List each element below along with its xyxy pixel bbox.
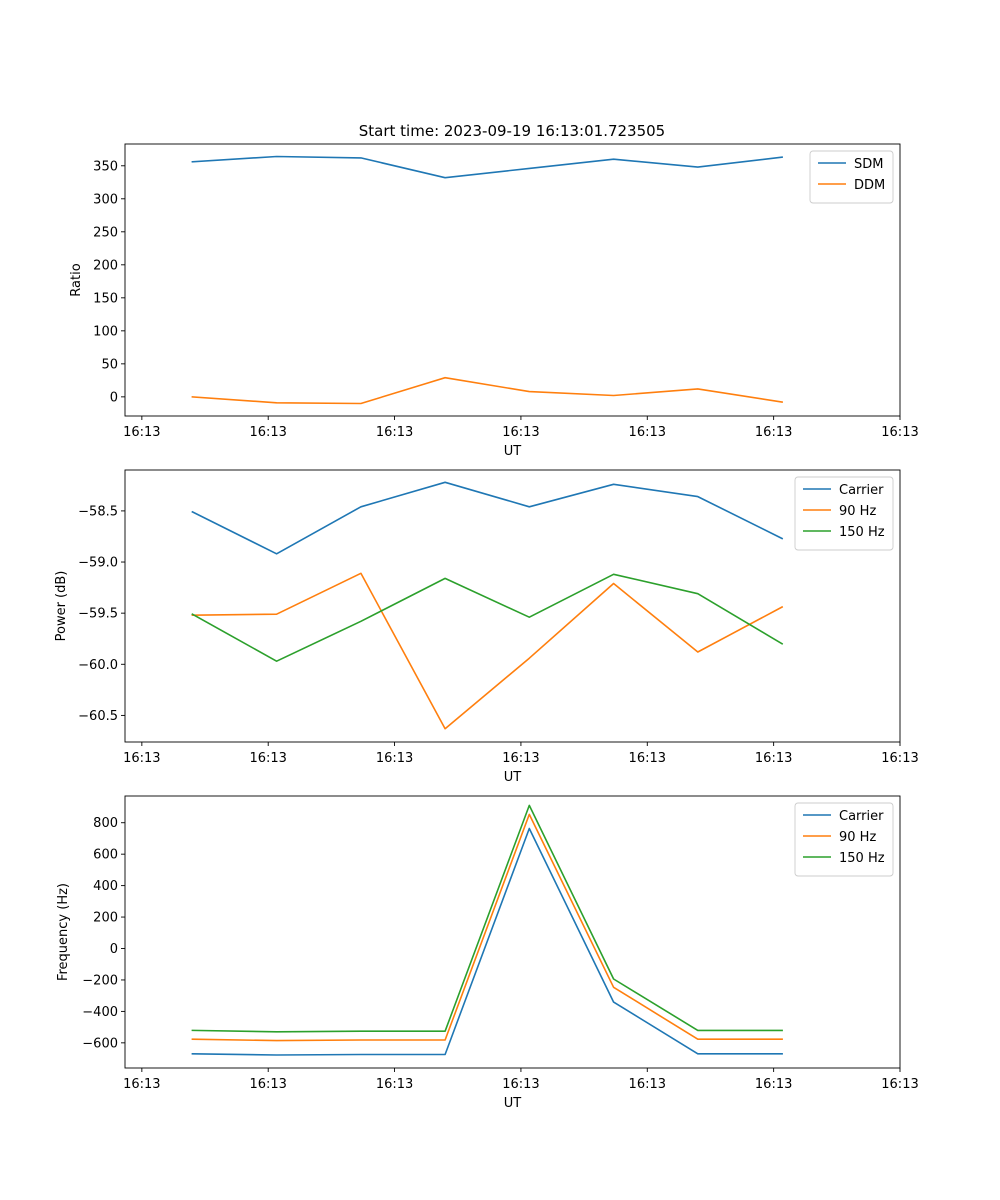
- panel-1-series-line-sdm: [191, 155, 783, 179]
- panel-3-y-tick-label: −400: [82, 1005, 118, 1020]
- panel-1-y-tick-label: 100: [93, 324, 118, 339]
- panel-3-x-tick-label: 16:13: [629, 1077, 666, 1092]
- panel-1-y-tick-label: 50: [101, 357, 118, 372]
- panel-2-series-line-carrier: [191, 481, 784, 555]
- panel-1-x-tick-label: 16:13: [502, 425, 539, 440]
- panel-1-series-line-ddm: [191, 376, 784, 405]
- panel-3-y-tick-label: −600: [82, 1036, 118, 1051]
- panel-1-x-axis-label: UT: [504, 444, 522, 459]
- panel-2-x-tick-label: 16:13: [376, 751, 413, 766]
- panel-1-y-tick-label: 200: [93, 258, 118, 273]
- panel-1-legend-box: [809, 150, 894, 204]
- panel-3-y-tick-label: 400: [93, 879, 118, 894]
- panel-3-x-axis-label: UT: [504, 1096, 522, 1111]
- panel-1-y-tick-label: 0: [110, 390, 118, 405]
- panel-2-y-tick-label: −59.0: [78, 556, 118, 571]
- panel-3: 16:13 16:13 16:13 16:13 16:13 16:13 16:13 −600 −…: [56, 795, 919, 1111]
- panel-2-x-tick-label: 16:13: [123, 751, 160, 766]
- panel-2-series-line-150-hz: [191, 573, 784, 663]
- panel-2-x-tick-label: 16:13: [629, 751, 666, 766]
- panel-1-axes-frame: [124, 143, 901, 417]
- panel-1: 16:13 16:13 16:13 16:13 16:13 16:13 16:13 0 50 10…: [69, 143, 919, 459]
- panel-2-y-tick-label: −60.5: [78, 709, 118, 724]
- panel-1-x-tick-label: 16:13: [123, 425, 160, 440]
- panel-3-y-tick-label: 0: [110, 942, 118, 957]
- panel-2-y-tick-label: −59.5: [78, 607, 118, 622]
- panel-3-series-line-150-hz: [191, 804, 783, 1033]
- panel-2-legend-label: Carrier: [839, 483, 884, 498]
- panel-2-x-axis-label: UT: [504, 770, 522, 785]
- panel-2-x-tick-label: 16:13: [881, 751, 918, 766]
- panel-1-legend: SDM DDM: [809, 150, 894, 204]
- panel-1-legend-label: DDM: [854, 178, 885, 193]
- panel-3-y-tick-label: 600: [93, 848, 118, 863]
- panel-1-x-tick-label: 16:13: [629, 425, 666, 440]
- panel-2-x-tick-label: 16:13: [502, 751, 539, 766]
- panel-1-x-tick-label: 16:13: [376, 425, 413, 440]
- panel-1-y-tick-label: 150: [93, 291, 118, 306]
- panel-1-x-tick-label: 16:13: [881, 425, 918, 440]
- panel-1-y-tick-label: 300: [93, 192, 118, 207]
- panel-3-x-tick-label: 16:13: [376, 1077, 413, 1092]
- panel-3-series-line-90-hz: [191, 813, 783, 1042]
- panels: 16:13 16:13 16:13 16:13 16:13 16:13 16:13 0 50 10…: [54, 143, 919, 1111]
- figure-title: Start time: 2023-09-19 16:13:01.723505: [359, 122, 665, 140]
- panel-2-legend-label: 150 Hz: [839, 525, 885, 540]
- panel-1-y-tick-label: 350: [93, 159, 118, 174]
- panel-1-y-tick-label: 250: [93, 225, 118, 240]
- panel-3-x-tick-label: 16:13: [502, 1077, 539, 1092]
- panel-2-y-axis-label: Power (dB): [54, 571, 69, 642]
- panel-3-x-tick-label: 16:13: [123, 1077, 160, 1092]
- panel-2-legend: Carrier 90 Hz 150 Hz: [794, 476, 894, 551]
- panel-3-y-tick-label: −200: [82, 973, 118, 988]
- panel-1-y-axis-label: Ratio: [69, 263, 84, 296]
- panel-2: 16:13 16:13 16:13 16:13 16:13 16:13 16:13 −60.5…: [54, 469, 919, 785]
- panel-1-x-tick-label: 16:13: [755, 425, 792, 440]
- panel-3-axes-frame: [124, 795, 901, 1069]
- panel-2-y-tick-label: −60.0: [78, 658, 118, 673]
- panel-2-y-tick-label: −58.5: [78, 504, 118, 519]
- panel-2-series-line-90-hz: [191, 572, 784, 730]
- panel-1-x-tick-label: 16:13: [249, 425, 286, 440]
- panel-2-x-tick-label: 16:13: [249, 751, 286, 766]
- panel-3-y-tick-label: 800: [93, 816, 118, 831]
- panel-3-legend: Carrier 90 Hz 150 Hz: [794, 802, 894, 877]
- panel-3-series-line-carrier: [191, 827, 783, 1056]
- panel-2-legend-label: 90 Hz: [839, 504, 876, 519]
- panel-3-x-tick-label: 16:13: [881, 1077, 918, 1092]
- panel-1-legend-label: SDM: [854, 157, 883, 172]
- panel-3-y-tick-label: 200: [93, 911, 118, 926]
- panel-2-x-tick-label: 16:13: [755, 751, 792, 766]
- panel-3-legend-label: Carrier: [839, 809, 884, 824]
- panel-3-y-axis-label: Frequency (Hz): [56, 883, 71, 981]
- panel-3-x-tick-label: 16:13: [755, 1077, 792, 1092]
- panel-3-legend-label: 150 Hz: [839, 851, 885, 866]
- panel-3-legend-label: 90 Hz: [839, 830, 876, 845]
- panel-2-axes-frame: [124, 469, 901, 743]
- panel-3-x-tick-label: 16:13: [249, 1077, 286, 1092]
